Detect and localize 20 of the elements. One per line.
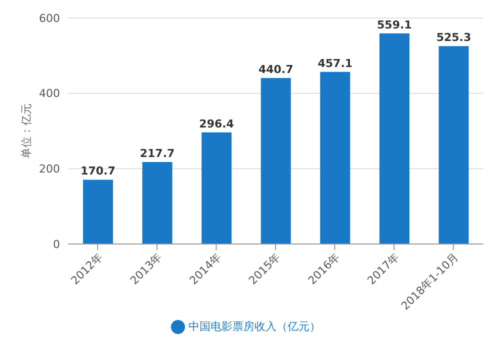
y-tick-label: 0: [53, 238, 60, 251]
bar: [379, 33, 410, 244]
bar: [438, 46, 469, 244]
legend-label: 中国电影票房收入（亿元）: [188, 320, 320, 333]
bar: [142, 162, 172, 244]
data-label: 559.1: [377, 18, 412, 32]
bar: [260, 78, 291, 244]
y-axis-title: 单位：亿元: [20, 104, 33, 158]
bar: [83, 180, 113, 244]
bar: [202, 132, 232, 244]
data-label: 525.3: [436, 31, 472, 44]
y-tick-label: 200: [39, 162, 60, 176]
data-label: 440.7: [258, 63, 294, 76]
data-label: 296.4: [199, 117, 234, 130]
bar: [320, 72, 350, 244]
data-label: 457.1: [318, 56, 353, 70]
y-tick-label: 400: [39, 87, 60, 100]
data-label: 217.7: [140, 147, 175, 160]
y-tick-label: 600: [39, 12, 60, 25]
data-label: 170.7: [80, 164, 116, 178]
